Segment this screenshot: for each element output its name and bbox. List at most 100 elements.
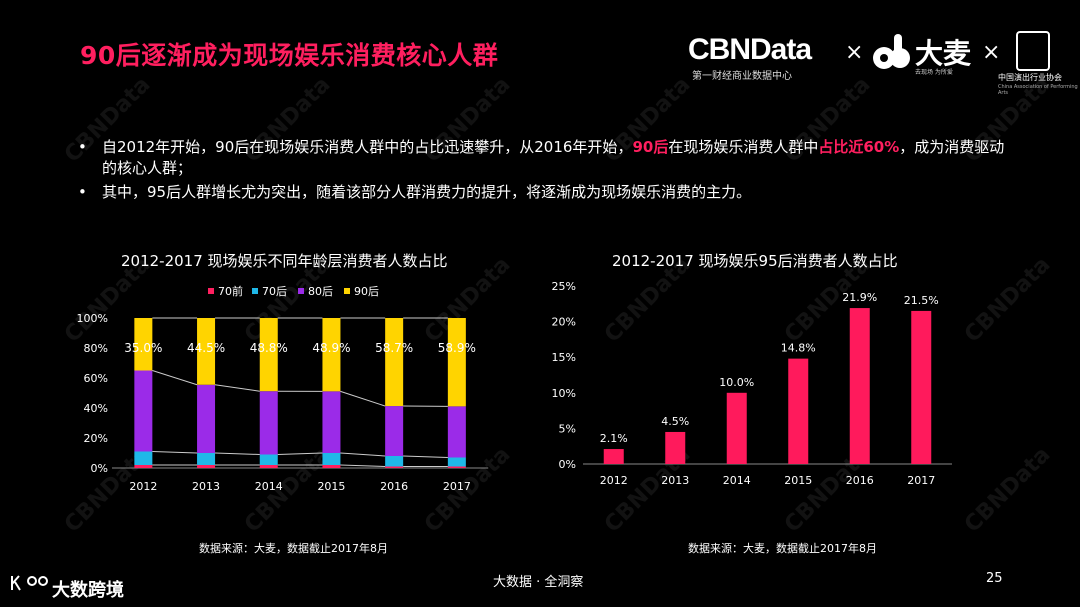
damai-logo-subtitle: 去现场 为所爱: [915, 69, 953, 76]
x-tick-label: 2016: [380, 480, 408, 493]
chart2-title: 2012-2017 现场娱乐95后消费者人数占比: [612, 252, 898, 270]
data-label: 4.5%: [661, 415, 689, 428]
highlight-text: 90后: [632, 138, 669, 156]
y-tick-label: 40%: [84, 402, 108, 415]
chart2-bar: 0% 5% 10% 15% 20% 25% 2.1% 2012 4.5% 2013 10.0% 201…: [552, 280, 952, 487]
chart1-source: 数据来源：大麦，数据截止2017年8月: [199, 542, 388, 555]
bar-segment-70后: [197, 453, 216, 465]
bar-segment-90后: [322, 318, 341, 392]
legend-swatch: [252, 288, 258, 294]
bar: [665, 431, 686, 464]
bar-segment-70后: [385, 456, 404, 467]
data-label: 35.0%: [124, 341, 162, 355]
connector-line: [215, 452, 260, 455]
y-tick-label: 100%: [77, 312, 108, 325]
x-tick-label: 2014: [255, 480, 283, 493]
highlight-text: 占比近60%: [818, 138, 900, 156]
x-tick-label: 2015: [317, 480, 345, 493]
y-tick-label: 15%: [552, 351, 576, 364]
bar-segment-70后: [134, 451, 153, 465]
x-tick-label: 2013: [192, 480, 220, 493]
legend-label: 70后: [262, 285, 287, 298]
connector-line: [340, 464, 386, 467]
bar: [849, 308, 870, 464]
y-tick-label: 5%: [559, 422, 576, 435]
connector-line: [214, 384, 260, 392]
bar: [603, 449, 624, 464]
times-icon: ×: [982, 40, 1001, 65]
y-tick-label: 0%: [559, 458, 576, 471]
y-tick-label: 60%: [84, 372, 108, 385]
bar-segment-80后: [134, 370, 153, 452]
legend-label: 90后: [354, 285, 379, 298]
x-tick-label: 2017: [443, 480, 471, 493]
cbndata-logo: CBNData: [688, 33, 812, 66]
bar-segment-70后: [322, 453, 341, 465]
bar-segment-70前: [134, 465, 153, 468]
footer-tagline: 大数据 · 全洞察: [493, 575, 584, 590]
bullet-list: 自2012年开始，90后在现场娱乐消费人群中的占比迅速攀升，从2016年开始，9…: [78, 137, 1018, 206]
data-label: 58.9%: [438, 341, 476, 355]
x-tick-label: 2013: [661, 474, 689, 487]
times-icon: ×: [845, 40, 864, 65]
legend-swatch: [208, 288, 214, 294]
cbndata-logo-subtitle: 第一财经商业数据中心: [692, 71, 792, 82]
x-tick-label: 2014: [723, 474, 751, 487]
y-tick-label: 20%: [552, 316, 576, 329]
data-label: 14.8%: [781, 342, 816, 355]
bullet-text: 其中，95后人群增长尤为突出，随着该部分人群消费力的提升，将逐渐成为现场娱乐消费…: [102, 183, 752, 201]
bullet-item-1: 自2012年开始，90后在现场娱乐消费人群中的占比迅速攀升，从2016年开始，9…: [78, 137, 1018, 179]
x-tick-label: 2016: [846, 474, 874, 487]
bullet-item-2: 其中，95后人群增长尤为突出，随着该部分人群消费力的提升，将逐渐成为现场娱乐消费…: [78, 182, 1018, 203]
bullet-text: ，成为消费驱动的核心人群；: [102, 138, 1005, 177]
data-label: 48.9%: [312, 341, 350, 355]
connector-line: [152, 370, 198, 386]
damai-logo-icon: [873, 34, 910, 69]
brand-name: 大数跨境: [52, 580, 124, 601]
bar-segment-90后: [385, 318, 404, 407]
connector-line: [152, 451, 198, 454]
cpaa-logo-name: 中国演出行业协会: [998, 73, 1062, 82]
connector-line: [277, 452, 323, 455]
chart1-stacked-bar: 70前 70后 80后 90后 0% 20% 40% 60% 80% 100% 2012 35.0% 2…: [77, 284, 489, 493]
bar-segment-70前: [385, 466, 404, 468]
legend-label: 70前: [218, 284, 243, 298]
bar-segment-70后: [259, 454, 278, 465]
bar-segment-70后: [447, 457, 466, 467]
bar-segment-80后: [385, 406, 404, 456]
bar: [788, 358, 809, 464]
bar-segment-80后: [259, 391, 278, 455]
brand-logo-icon: [11, 575, 48, 591]
data-label: 58.7%: [375, 341, 413, 355]
bar: [726, 392, 747, 464]
bar-segment-70前: [259, 465, 278, 468]
bar-segment-90后: [447, 318, 466, 407]
x-tick-label: 2012: [600, 474, 628, 487]
bar-segment-80后: [447, 406, 466, 458]
chart1-title: 2012-2017 现场娱乐不同年龄层消费者人数占比: [121, 252, 448, 270]
connector-line: [340, 390, 386, 407]
bar-segment-70前: [447, 466, 466, 468]
x-tick-label: 2012: [129, 480, 157, 493]
bar: [911, 310, 932, 464]
data-label: 21.5%: [904, 294, 939, 307]
bullet-text: 自2012年开始，90后在现场娱乐消费人群中的占比迅速攀升，从2016年开始，: [102, 138, 633, 156]
legend-label: 80后: [308, 285, 333, 298]
page-title: 90后逐渐成为现场娱乐消费核心人群: [80, 41, 499, 70]
y-tick-label: 10%: [552, 387, 576, 400]
bar-segment-90后: [134, 318, 153, 371]
data-label: 44.5%: [187, 341, 225, 355]
bullet-text: 在现场娱乐消费人群中: [668, 138, 819, 156]
damai-logo-text: 大麦: [915, 37, 972, 70]
legend-swatch: [344, 288, 350, 294]
bar-segment-70前: [322, 465, 341, 468]
chart2-source: 数据来源：大麦，数据截止2017年8月: [688, 542, 877, 555]
legend-swatch: [298, 288, 304, 294]
bar-segment-90后: [259, 318, 278, 392]
x-tick-label: 2017: [907, 474, 935, 487]
bar-segment-90后: [197, 318, 216, 385]
cpaa-logo-icon: [1016, 31, 1050, 71]
data-label: 21.9%: [842, 291, 877, 304]
y-tick-label: 0%: [91, 462, 108, 475]
data-label: 10.0%: [719, 376, 754, 389]
